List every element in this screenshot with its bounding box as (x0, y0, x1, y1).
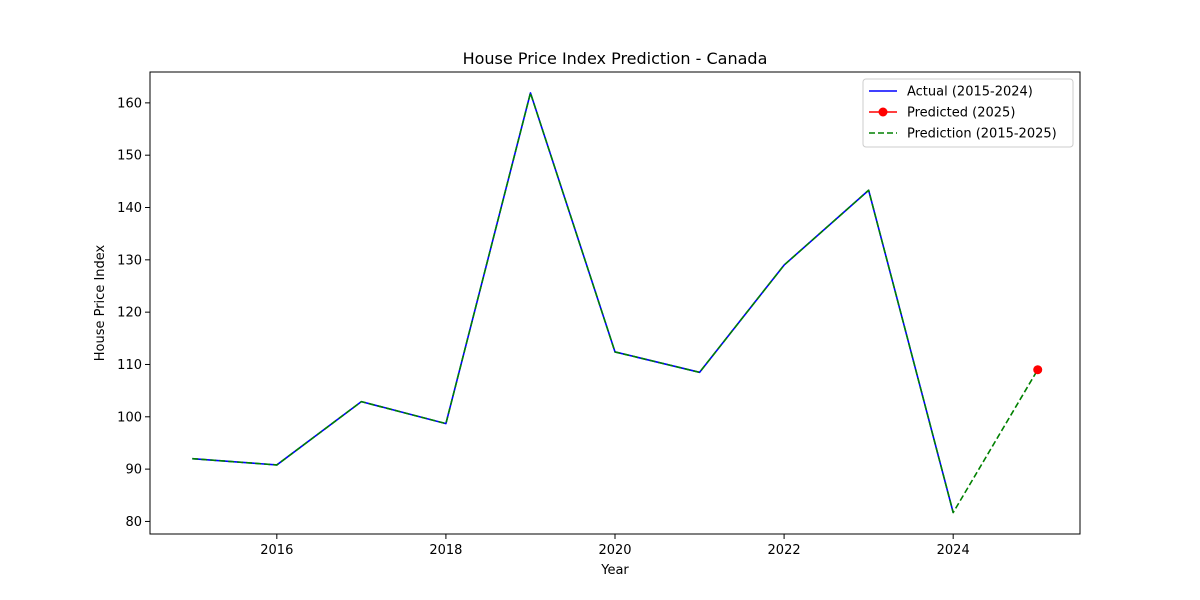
x-tick-label: 2022 (768, 543, 801, 558)
plot-series (192, 92, 1043, 514)
plot-frame (149, 71, 1081, 535)
x-tick-label: 2018 (429, 543, 462, 558)
y-tick-label: 80 (125, 515, 142, 530)
x-axis-label: Year (600, 563, 629, 578)
legend-box (862, 78, 1074, 148)
y-tick-label: 140 (117, 201, 142, 216)
predicted-point (1033, 365, 1043, 375)
legend-label: Prediction (2015-2025) (907, 127, 1057, 142)
legend-label: Predicted (2025) (907, 106, 1015, 121)
legend-label: Actual (2015-2024) (907, 85, 1033, 100)
x-tick-label: 2016 (260, 543, 293, 558)
axes: 2016 2018 2020 2022 2024 80 90 100 110 120 130 140 1… (117, 96, 970, 558)
y-tick-label: 110 (117, 358, 142, 373)
y-tick-label: 150 (117, 149, 142, 164)
y-tick-label: 160 (117, 96, 142, 111)
y-axis-label: House Price Index (93, 244, 108, 361)
legend: Actual (2015-2024) Predicted (2025) Predic… (862, 78, 1074, 148)
y-tick-label: 120 (117, 306, 142, 321)
y-tick-label: 90 (125, 463, 142, 478)
chart-title: House Price Index Prediction - Canada (463, 49, 768, 68)
x-tick-label: 2024 (937, 543, 970, 558)
legend-marker (878, 107, 888, 117)
y-tick-label: 130 (117, 253, 142, 268)
x-tick-label: 2020 (598, 543, 631, 558)
y-tick-label: 100 (117, 410, 142, 425)
prediction-line (192, 92, 1039, 514)
